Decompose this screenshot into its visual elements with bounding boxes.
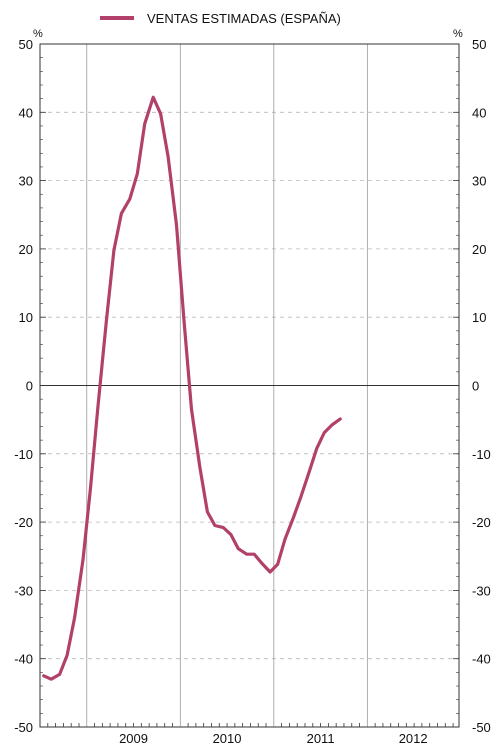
- x-tick-label: 2010: [213, 731, 242, 746]
- y-tick-label-left: 30: [19, 174, 33, 189]
- y-tick-label-left: 0: [26, 379, 33, 394]
- series-layer: [42, 95, 342, 681]
- y-tick-label-right: 30: [472, 174, 486, 189]
- y-tick-label-left: -40: [14, 652, 33, 667]
- y-tick-label-right: -30: [472, 583, 491, 598]
- y-tick-label-left: 50: [19, 37, 33, 52]
- y-tick-label-right: -10: [472, 447, 491, 462]
- series-line: [42, 95, 342, 681]
- y-tick-label-right: 50: [472, 37, 486, 52]
- y-tick-label-right: -40: [472, 652, 491, 667]
- y-tick-label-left: -10: [14, 447, 33, 462]
- legend: VENTAS ESTIMADAS (ESPAÑA): [100, 11, 341, 26]
- y-axis-unit-right: %: [453, 28, 463, 40]
- y-tick-label-right: 0: [472, 379, 479, 394]
- y-tick-label-left: 10: [19, 310, 33, 325]
- y-tick-label-left: 20: [19, 242, 33, 257]
- y-tick-label-left: -20: [14, 515, 33, 530]
- y-tick-label-right: -20: [472, 515, 491, 530]
- y-tick-label-left: -30: [14, 583, 33, 598]
- x-tick-label: 2011: [307, 731, 335, 746]
- legend-label: VENTAS ESTIMADAS (ESPAÑA): [147, 11, 341, 26]
- axis-layer: [39, 43, 460, 728]
- y-tick-label-right: 20: [472, 242, 486, 257]
- y-tick-label-right: 10: [472, 310, 486, 325]
- plot-frame: [39, 43, 460, 728]
- y-tick-label-right: 40: [472, 105, 486, 120]
- x-tick-label: 2012: [399, 731, 428, 746]
- x-tick-label: 2009: [119, 731, 148, 746]
- y-tick-label-left: -50: [14, 720, 33, 735]
- y-axis-unit-left: %: [33, 28, 43, 40]
- y-tick-label-right: -50: [472, 720, 491, 735]
- y-tick-label-left: 40: [19, 105, 33, 120]
